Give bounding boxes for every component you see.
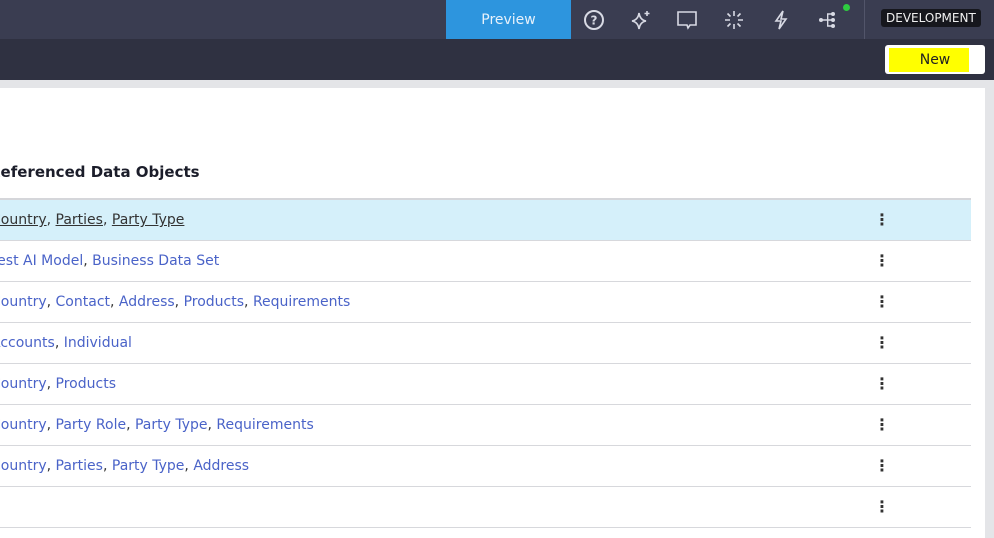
content-panel xyxy=(0,88,985,538)
separator: , xyxy=(244,294,253,310)
table-row[interactable]: Country, Products ⋮ xyxy=(0,364,971,405)
separator: , xyxy=(110,294,119,310)
table-row[interactable]: Country, Parties, Party Type, Address ⋮ xyxy=(0,446,971,487)
more-actions-icon[interactable]: ⋮ xyxy=(874,333,890,352)
data-object-link[interactable]: Address xyxy=(193,458,250,474)
lightning-icon[interactable] xyxy=(767,6,795,34)
column-header-referenced-data-objects: Referenced Data Objects xyxy=(0,163,200,181)
status-dot xyxy=(843,4,850,11)
separator: , xyxy=(102,458,112,474)
separator: , xyxy=(126,417,135,433)
data-object-link[interactable]: Products xyxy=(183,294,245,310)
referenced-data-objects-cell: Country, Party Role, Party Type, Require… xyxy=(0,417,314,433)
data-object-link[interactable]: Party Type xyxy=(111,458,185,474)
more-actions-icon[interactable]: ⋮ xyxy=(874,251,890,270)
more-actions-icon[interactable]: ⋮ xyxy=(874,497,890,516)
referenced-data-objects-cell: Accounts, Individual xyxy=(0,335,132,351)
data-object-link[interactable]: Country xyxy=(0,417,47,433)
data-object-link[interactable]: Accounts xyxy=(0,335,55,351)
separator: , xyxy=(46,417,56,433)
data-object-link[interactable]: Products xyxy=(55,376,116,392)
data-object-link[interactable]: Country xyxy=(0,458,47,474)
separator: , xyxy=(46,376,56,392)
sparkle-icon[interactable] xyxy=(627,6,655,34)
table-row[interactable]: Country, Contact, Address, Products, Req… xyxy=(0,282,971,323)
separator: , xyxy=(207,417,217,433)
data-object-link[interactable]: Party Type xyxy=(111,212,185,228)
more-actions-icon[interactable]: ⋮ xyxy=(874,415,890,434)
separator: , xyxy=(174,294,184,310)
burst-icon[interactable] xyxy=(720,6,748,34)
separator: , xyxy=(46,212,56,228)
table-row[interactable]: Test AI Model, Business Data Set ⋮ xyxy=(0,241,971,282)
data-object-link[interactable]: Parties xyxy=(55,458,103,474)
data-object-link[interactable]: Business Data Set xyxy=(92,253,220,269)
top-bar: Preview ? DEVELOPMENT xyxy=(0,0,994,39)
data-object-link[interactable]: Party Type xyxy=(134,417,208,433)
separator: , xyxy=(54,335,64,351)
toolbar xyxy=(0,39,994,80)
referenced-data-objects-cell: Country, Parties, Party Type xyxy=(0,212,184,228)
new-label: New xyxy=(919,51,951,68)
data-object-link[interactable]: Individual xyxy=(63,335,132,351)
comment-icon[interactable] xyxy=(673,6,701,34)
data-object-link[interactable]: Parties xyxy=(55,212,103,228)
preview-button[interactable]: Preview xyxy=(446,0,571,39)
data-object-link[interactable]: Country xyxy=(0,294,47,310)
separator: , xyxy=(46,294,56,310)
table-row[interactable]: Country, Party Role, Party Type, Require… xyxy=(0,405,971,446)
separator: , xyxy=(46,458,56,474)
separator: , xyxy=(83,253,93,269)
more-actions-icon[interactable]: ⋮ xyxy=(874,374,890,393)
data-table: Country, Parties, Party Type⋮Test AI Mod… xyxy=(0,198,971,528)
environment-badge: DEVELOPMENT xyxy=(881,9,981,27)
data-object-link[interactable]: Address xyxy=(118,294,175,310)
divider xyxy=(864,0,865,39)
more-actions-icon[interactable]: ⋮ xyxy=(874,292,890,311)
more-actions-icon[interactable]: ⋮ xyxy=(874,456,890,475)
svg-text:?: ? xyxy=(591,14,598,28)
data-object-link[interactable]: Country xyxy=(0,376,47,392)
table-row[interactable]: Accounts, Individual ⋮ xyxy=(0,323,971,364)
referenced-data-objects-cell: Test AI Model, Business Data Set xyxy=(0,253,219,269)
data-object-link[interactable]: Requirements xyxy=(216,417,314,433)
tree-icon[interactable] xyxy=(814,6,842,34)
referenced-data-objects-cell: Country, Contact, Address, Products, Req… xyxy=(0,294,350,310)
referenced-data-objects-cell: Country, Parties, Party Type, Address xyxy=(0,458,249,474)
help-icon[interactable]: ? xyxy=(580,6,608,34)
data-object-link[interactable]: Country xyxy=(0,212,47,228)
data-object-link[interactable]: Party Role xyxy=(55,417,127,433)
new-button[interactable]: New xyxy=(885,45,985,74)
separator: , xyxy=(184,458,194,474)
data-object-link[interactable]: Contact xyxy=(55,294,110,310)
table-row[interactable]: Country, Parties, Party Type ⋮ xyxy=(0,200,971,241)
referenced-data-objects-cell: Country, Products xyxy=(0,376,116,392)
data-object-link[interactable]: Test AI Model xyxy=(0,253,84,269)
more-actions-icon[interactable]: ⋮ xyxy=(874,210,890,229)
highlight-mark xyxy=(889,48,969,72)
table-row[interactable]: ⋮ xyxy=(0,487,971,528)
separator: , xyxy=(102,212,112,228)
data-object-link[interactable]: Requirements xyxy=(252,294,351,310)
